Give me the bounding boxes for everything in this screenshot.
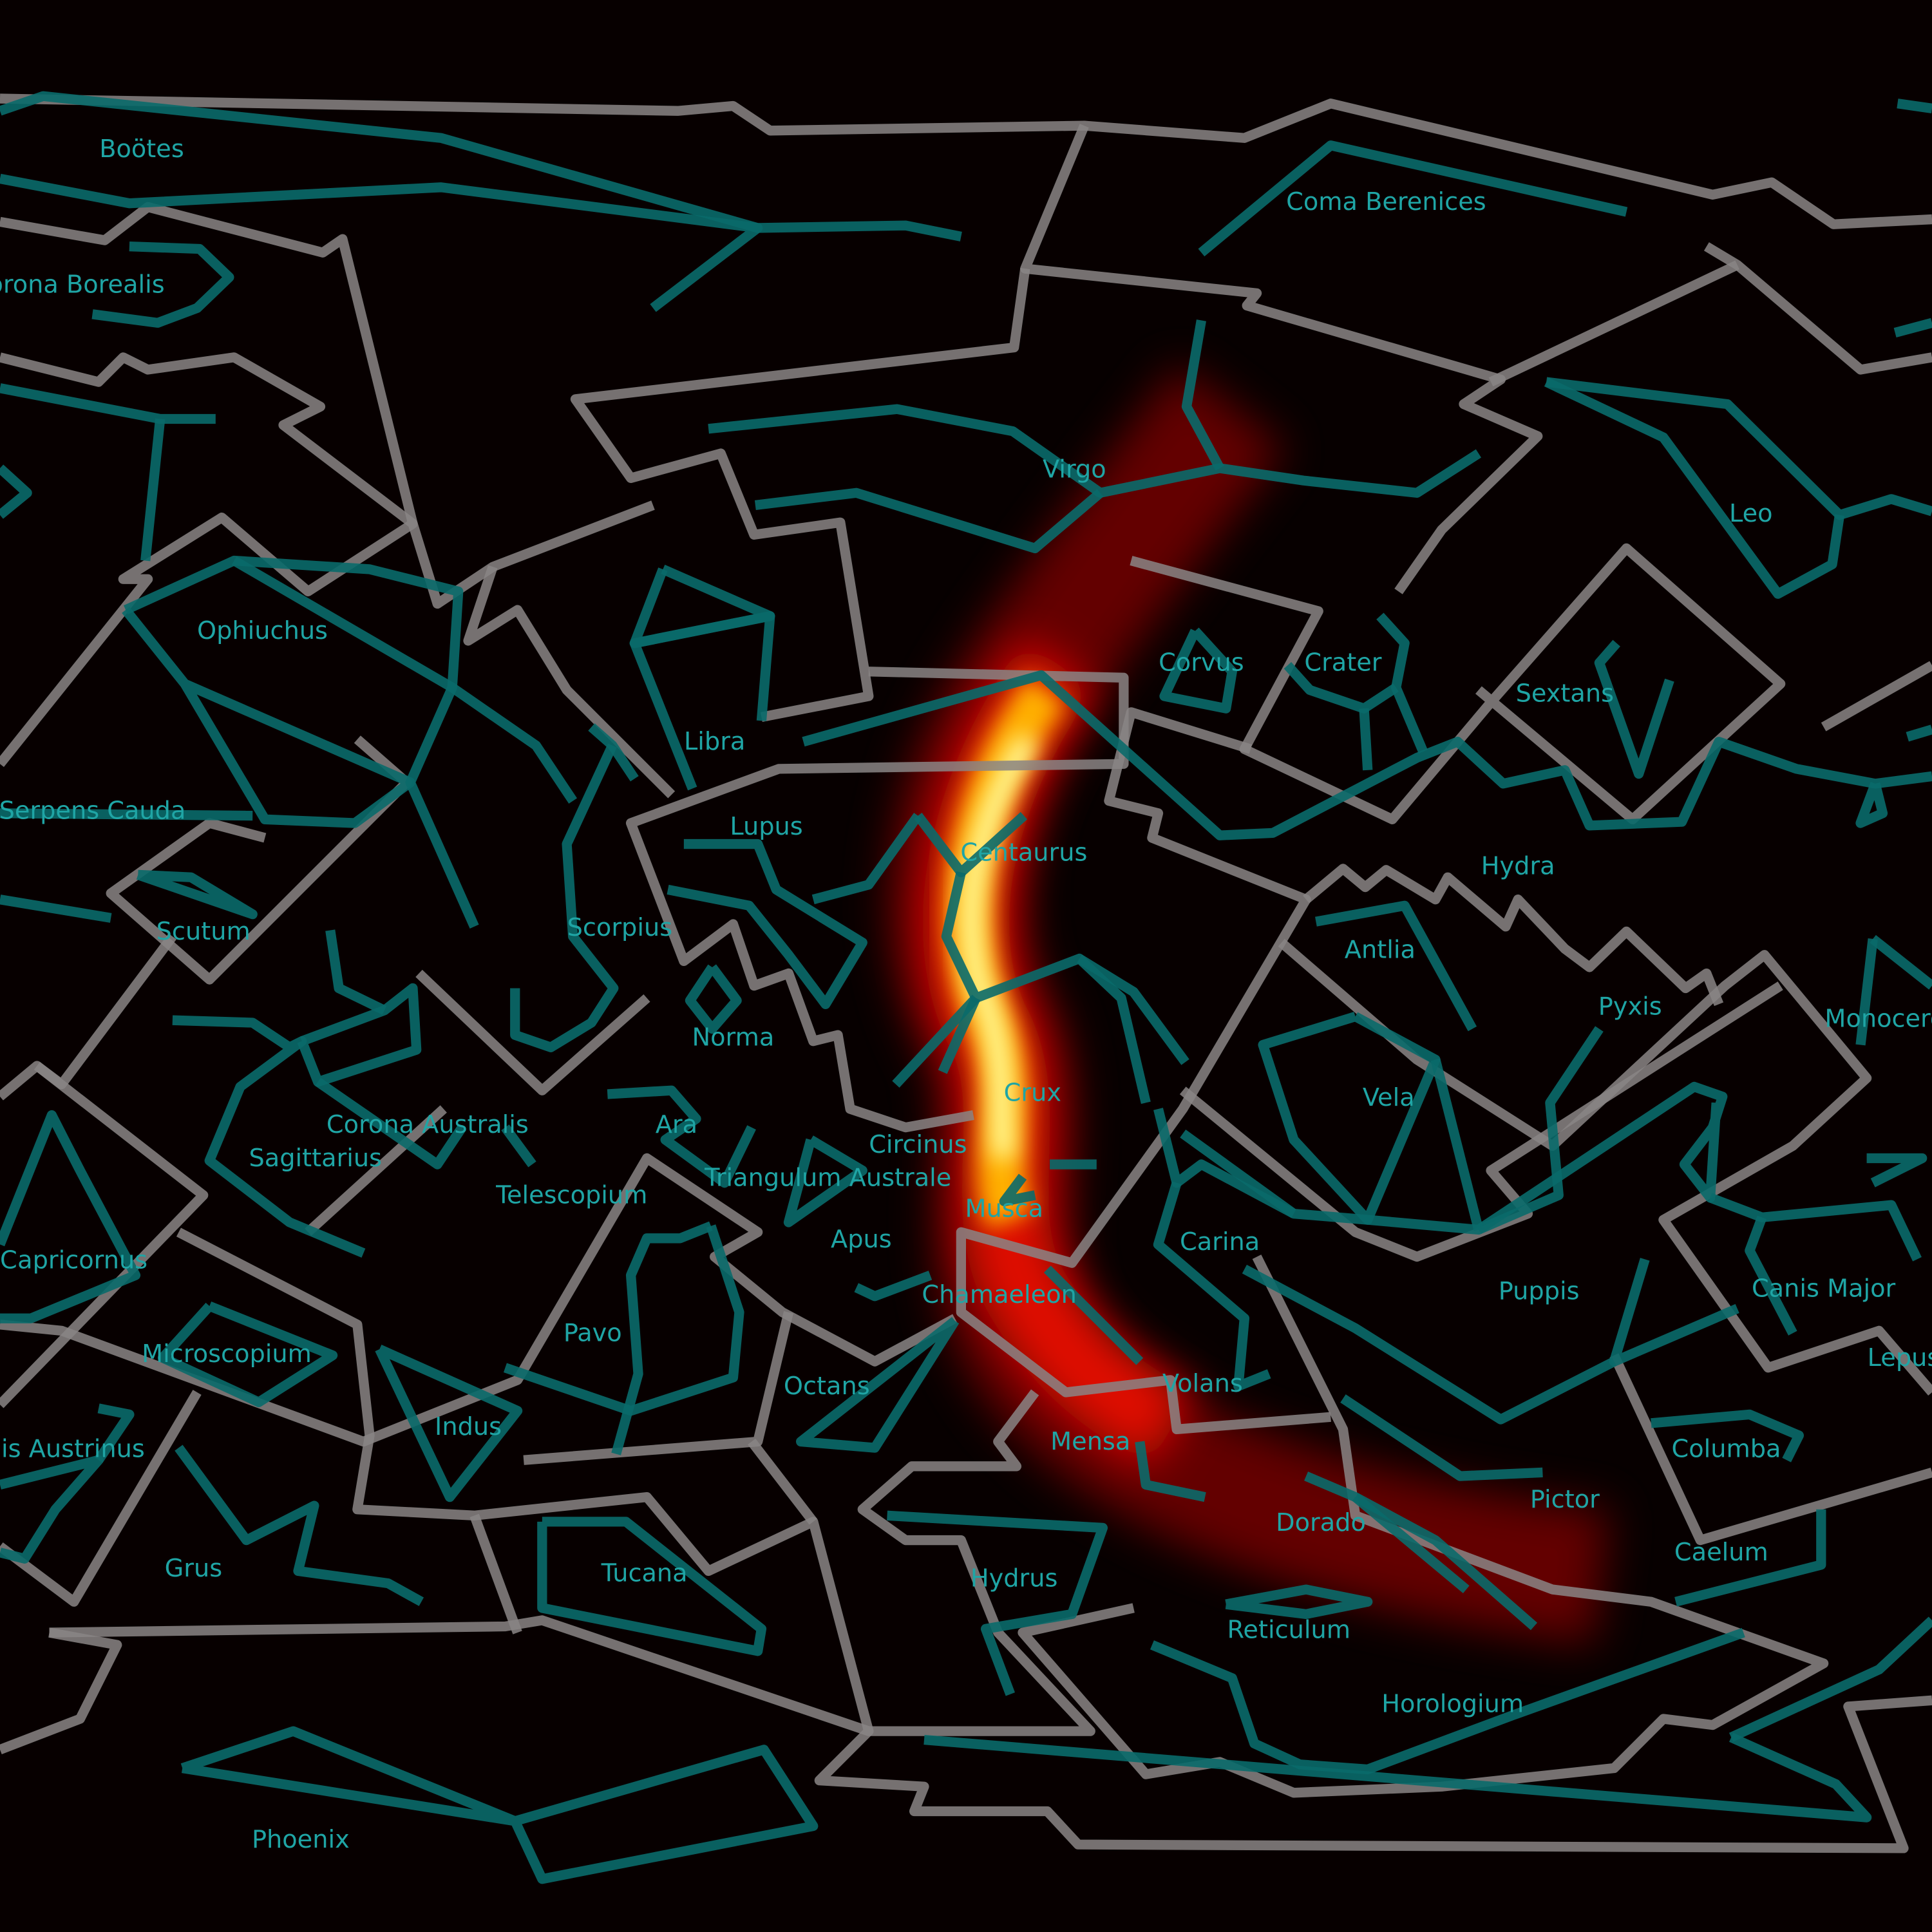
constellation-label: Pyxis <box>1598 992 1662 1021</box>
constellation-label: Phoenix <box>252 1825 350 1854</box>
constellation-label: Lepus <box>1868 1343 1932 1372</box>
constellation-label: Ophiuchus <box>197 616 328 645</box>
constellation-label: Horologium <box>1381 1689 1524 1718</box>
constellation-label: Libra <box>684 727 745 756</box>
constellation-label: Puppis <box>1499 1277 1580 1306</box>
constellation-label: Circinus <box>869 1130 967 1159</box>
constellation-label: Scorpius <box>567 913 673 942</box>
constellation-label: Hydrus <box>971 1564 1058 1593</box>
constellation-label: Corona Borealis <box>0 270 165 299</box>
constellation-label: Mensa <box>1050 1427 1130 1456</box>
constellation-label: Leo <box>1729 499 1773 528</box>
constellation-label: Microscopium <box>142 1340 312 1368</box>
constellation-label: Musca <box>965 1194 1043 1223</box>
constellation-label: Corvus <box>1159 649 1244 677</box>
constellation-label: Antlia <box>1345 936 1416 965</box>
constellation-label: Lupus <box>730 812 802 841</box>
constellation-label: Norma <box>692 1023 775 1052</box>
constellation-label: Serpens Cauda <box>0 796 185 825</box>
constellation-label: Caelum <box>1674 1538 1768 1567</box>
constellation-label: Indus <box>435 1412 502 1441</box>
constellation-label: Canis Major <box>1752 1274 1896 1303</box>
constellation-label: Corona Australis <box>327 1110 529 1139</box>
constellation-labels: Boötes Corona Borealis Coma Berenices Virgo… <box>0 135 1932 1854</box>
constellation-label: Capricornus <box>0 1246 147 1275</box>
constellation-label: Apus <box>831 1225 892 1254</box>
constellation-label: Grus <box>165 1554 223 1583</box>
constellation-label: Triangulum Australe <box>704 1163 951 1192</box>
constellation-label: Carina <box>1180 1227 1260 1256</box>
constellation-label: Telescopium <box>495 1180 647 1209</box>
constellation-label: Sextans <box>1516 679 1614 708</box>
constellation-label: Octans <box>784 1372 870 1401</box>
constellation-label: Reticulum <box>1227 1616 1350 1645</box>
constellation-label: Ara <box>656 1110 697 1139</box>
constellation-label: Tucana <box>601 1559 688 1588</box>
constellation-label: Monoceros <box>1824 1005 1932 1034</box>
constellation-label: Virgo <box>1043 455 1106 484</box>
constellation-label: Hydra <box>1481 851 1555 880</box>
constellation-label: Sagittarius <box>249 1144 382 1173</box>
constellation-label: Columba <box>1672 1434 1781 1463</box>
constellation-lines <box>0 91 1932 1884</box>
constellation-label: Dorado <box>1276 1508 1366 1537</box>
constellation-label: Coma Berenices <box>1286 187 1486 216</box>
constellation-label: Crux <box>1004 1078 1061 1107</box>
constellation-label: Crater <box>1304 649 1381 677</box>
constellation-label: Boötes <box>99 135 184 164</box>
constellation-label: Centaurus <box>960 838 1087 867</box>
constellation-label: Scutum <box>156 917 251 946</box>
constellation-label: Volans <box>1162 1369 1243 1398</box>
constellation-label: Chamaeleon <box>922 1280 1076 1309</box>
constellation-label: Pictor <box>1530 1485 1600 1514</box>
constellation-label: Vela <box>1363 1083 1415 1112</box>
constellation-label: Piscis Austrinus <box>0 1434 145 1463</box>
boundaries <box>0 93 1932 1853</box>
constellation-label: Pavo <box>564 1319 622 1348</box>
